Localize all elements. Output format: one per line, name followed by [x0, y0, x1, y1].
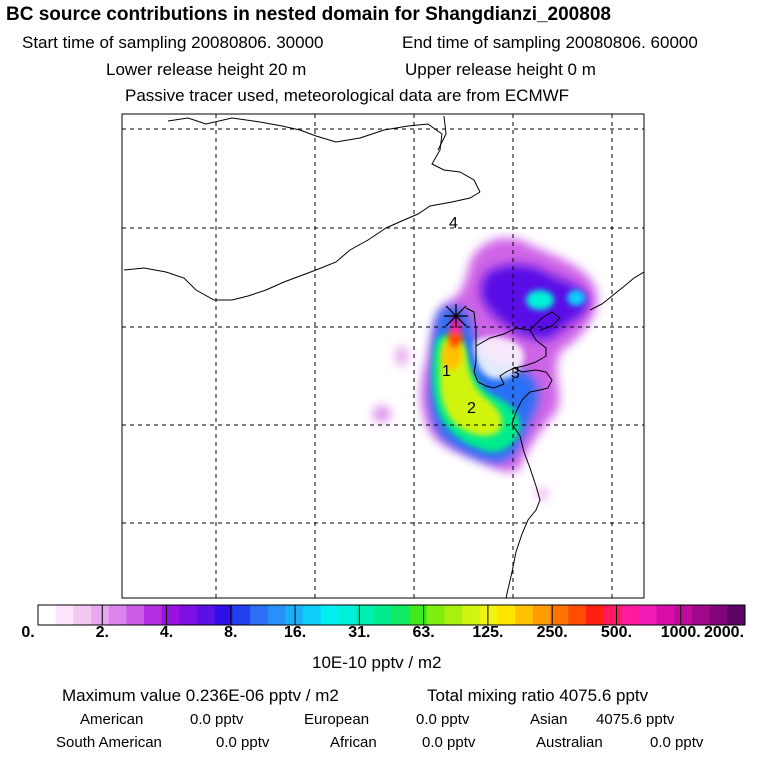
colorbar-swatch: [197, 605, 216, 625]
region-european-value: 0.0 pptv: [416, 711, 470, 728]
plume-core: [439, 314, 503, 436]
colorbar-swatch: [214, 605, 233, 625]
region-european-label: European: [304, 711, 370, 728]
colorbar-swatch: [568, 605, 587, 625]
colorbar-swatch: [91, 605, 110, 625]
region-asian-value: 4075.6 pptv: [596, 711, 675, 728]
colorbar-tick-label: 500.: [600, 624, 633, 641]
map-frame: [121, 113, 645, 599]
region-label: 3: [511, 365, 520, 382]
colorbar-frame: [37, 604, 746, 626]
colorbar-swatch: [550, 605, 569, 625]
colorbar-tick-label: 2.: [95, 624, 109, 641]
receptor-marker-icon: [444, 304, 468, 328]
upper-release-height: Upper release height 0 m: [405, 60, 596, 79]
total-mixing-ratio: Total mixing ratio 4075.6 pptv: [427, 686, 649, 705]
region-south-american-value: 0.0 pptv: [216, 734, 270, 751]
colorbar-tick-label: 250.: [536, 624, 568, 641]
colorbar-swatch: [55, 605, 74, 625]
colorbar-swatch: [38, 605, 57, 625]
region-australian-value: 0.0 pptv: [650, 734, 704, 751]
colorbar-swatch: [320, 605, 339, 625]
colorbar-swatch: [250, 605, 269, 625]
region-asian-label: Asian: [530, 711, 568, 728]
colorbar-swatch: [161, 605, 180, 625]
colorbar-swatch: [285, 605, 304, 625]
colorbar-swatch: [691, 605, 711, 625]
colorbar-swatch: [426, 605, 446, 625]
sampling-end: End time of sampling 20080806. 60000: [402, 33, 698, 52]
chart-title: BC source contributions in nested domain…: [6, 4, 611, 25]
colorbar-swatch: [73, 605, 92, 625]
colorbar-swatch: [409, 605, 428, 625]
sampling-start: Start time of sampling 20080806. 30000: [22, 33, 324, 52]
colorbar-unit: 10E-10 pptv / m2: [312, 653, 442, 672]
colorbar-swatch: [108, 605, 127, 625]
colorbar-tick-label: 16.: [283, 624, 307, 641]
colorbar-tick-label: 2000.: [703, 624, 745, 641]
colorbar-swatch: [621, 605, 640, 625]
colorbar-swatch: [727, 605, 746, 625]
colorbar-swatch: [179, 605, 198, 625]
region-label: 4: [449, 215, 458, 232]
tracer-note: Passive tracer used, meteorological data…: [125, 86, 570, 105]
colorbar-tick-label: 63.: [412, 624, 435, 641]
colorbar-swatch: [462, 605, 481, 625]
colorbar: [37, 604, 746, 626]
colorbar-swatch: [373, 605, 392, 625]
colorbar-tick-label: 8.: [224, 624, 238, 641]
colorbar-swatch: [391, 605, 410, 625]
colorbar-swatch: [709, 605, 728, 625]
colorbar-swatch: [144, 605, 163, 625]
region-south-american-label: South American: [56, 734, 162, 751]
colorbar-tick-label: 1000.: [660, 624, 701, 641]
lower-release-height: Lower release height 20 m: [106, 60, 307, 79]
maximum-value: Maximum value 0.236E-06 pptv / m2: [62, 686, 339, 705]
colorbar-swatch: [356, 605, 375, 625]
colorbar-swatch: [303, 605, 322, 625]
region-american-value: 0.0 pptv: [190, 711, 244, 728]
colorbar-swatch: [585, 605, 605, 625]
colorbar-swatch: [515, 605, 534, 625]
region-label: 2: [467, 400, 476, 417]
colorbar-swatch: [444, 605, 463, 625]
colorbar-tick-label: 0.: [21, 624, 35, 641]
colorbar-swatch: [656, 605, 675, 625]
colorbar-swatch: [267, 605, 286, 625]
colorbar-swatch: [638, 605, 658, 625]
region-african-value: 0.0 pptv: [422, 734, 476, 751]
map-panel: 1 2 3 4: [121, 113, 645, 599]
region-african-label: African: [330, 734, 377, 751]
region-american-label: American: [80, 711, 144, 728]
colorbar-swatch: [338, 605, 357, 625]
colorbar-swatch: [126, 605, 145, 625]
colorbar-swatch: [603, 605, 622, 625]
colorbar-swatch: [532, 605, 552, 625]
colorbar-tick-label: 31.: [348, 624, 371, 641]
colorbar-swatch: [479, 605, 499, 625]
region-australian-label: Australian: [536, 734, 603, 751]
map-grid: [122, 114, 644, 598]
colorbar-tick-label: 4.: [159, 624, 174, 641]
colorbar-swatch: [232, 605, 251, 625]
region-label: 1: [442, 363, 451, 380]
colorbar-swatch: [674, 605, 693, 625]
colorbar-tick-label: 125.: [472, 624, 504, 641]
colorbar-swatch: [497, 605, 516, 625]
